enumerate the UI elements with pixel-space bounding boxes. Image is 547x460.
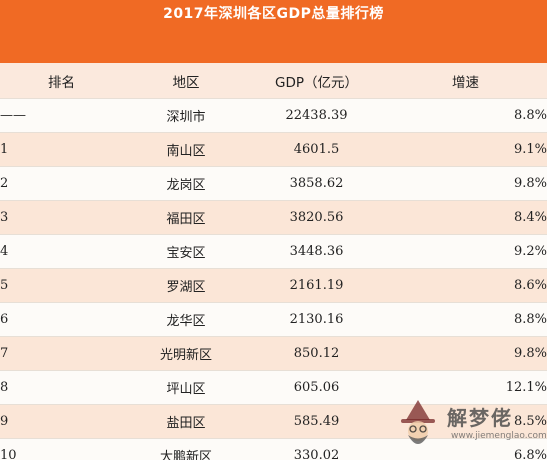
district-cell: 大鹏新区 [123, 438, 249, 460]
growth-cell: 12.1% [384, 370, 547, 405]
growth-cell: 8.5% [384, 404, 547, 439]
district-cell: 深圳市 [123, 98, 249, 133]
rank-cell: 5 [0, 268, 123, 303]
growth-cell: 9.1% [384, 132, 547, 167]
page-title: 2017年深圳各区GDP总量排行榜 [0, 0, 547, 63]
table-row: 7 光明新区 850.12 9.8% [0, 336, 547, 371]
district-cell: 龙华区 [123, 302, 249, 337]
growth-cell: 8.8% [384, 302, 547, 337]
rank-cell: 4 [0, 234, 123, 269]
growth-cell: 8.6% [384, 268, 547, 303]
gdp-cell: 4601.5 [249, 132, 384, 167]
gdp-cell: 850.12 [249, 336, 384, 371]
table-row: 3 福田区 3820.56 8.4% [0, 200, 547, 235]
rank-cell: 2 [0, 166, 123, 201]
table-row: 6 龙华区 2130.16 8.8% [0, 302, 547, 337]
district-cell: 宝安区 [123, 234, 249, 269]
gdp-cell: 22438.39 [249, 98, 384, 133]
table-row: 8 坪山区 605.06 12.1% [0, 370, 547, 405]
table-row: 2 龙岗区 3858.62 9.8% [0, 166, 547, 201]
table-row: 5 罗湖区 2161.19 8.6% [0, 268, 547, 303]
gdp-cell: 585.49 [249, 404, 384, 439]
gdp-table: 排名 地区 GDP（亿元） 增速 —— 深圳市 22438.39 8.8% 1 南山区 46… [0, 63, 547, 460]
growth-cell: 6.8% [384, 438, 547, 460]
gdp-cell: 605.06 [249, 370, 384, 405]
growth-cell: 8.8% [384, 98, 547, 133]
header-rank: 排名 [0, 63, 123, 99]
district-cell: 南山区 [123, 132, 249, 167]
district-cell: 龙岗区 [123, 166, 249, 201]
growth-cell: 9.2% [384, 234, 547, 269]
district-cell: 盐田区 [123, 404, 249, 439]
district-cell: 光明新区 [123, 336, 249, 371]
header-growth: 增速 [384, 63, 547, 99]
gdp-cell: 3820.56 [249, 200, 384, 235]
table-body: —— 深圳市 22438.39 8.8% 1 南山区 4601.5 9.1% 2 龙岗区 3858.… [0, 98, 547, 460]
gdp-cell: 330.02 [249, 438, 384, 460]
rank-cell: 6 [0, 302, 123, 337]
growth-cell: 8.4% [384, 200, 547, 235]
rank-cell: 1 [0, 132, 123, 167]
table-row: 10 大鹏新区 330.02 6.8% [0, 438, 547, 460]
district-cell: 罗湖区 [123, 268, 249, 303]
district-cell: 福田区 [123, 200, 249, 235]
rank-cell: —— [0, 98, 123, 133]
gdp-cell: 2161.19 [249, 268, 384, 303]
growth-cell: 9.8% [384, 166, 547, 201]
growth-cell: 9.8% [384, 336, 547, 371]
rank-cell: 7 [0, 336, 123, 371]
table-row: 9 盐田区 585.49 8.5% [0, 404, 547, 439]
rank-cell: 9 [0, 404, 123, 439]
header-gdp: GDP（亿元） [249, 63, 384, 99]
rank-cell: 8 [0, 370, 123, 405]
rank-cell: 3 [0, 200, 123, 235]
rank-cell: 10 [0, 438, 123, 460]
table-row: —— 深圳市 22438.39 8.8% [0, 98, 547, 133]
gdp-cell: 3448.36 [249, 234, 384, 269]
table-row: 4 宝安区 3448.36 9.2% [0, 234, 547, 269]
table-header-row: 排名 地区 GDP（亿元） 增速 [0, 63, 547, 99]
header-district: 地区 [123, 63, 249, 99]
table-row: 1 南山区 4601.5 9.1% [0, 132, 547, 167]
district-cell: 坪山区 [123, 370, 249, 405]
gdp-cell: 2130.16 [249, 302, 384, 337]
gdp-cell: 3858.62 [249, 166, 384, 201]
